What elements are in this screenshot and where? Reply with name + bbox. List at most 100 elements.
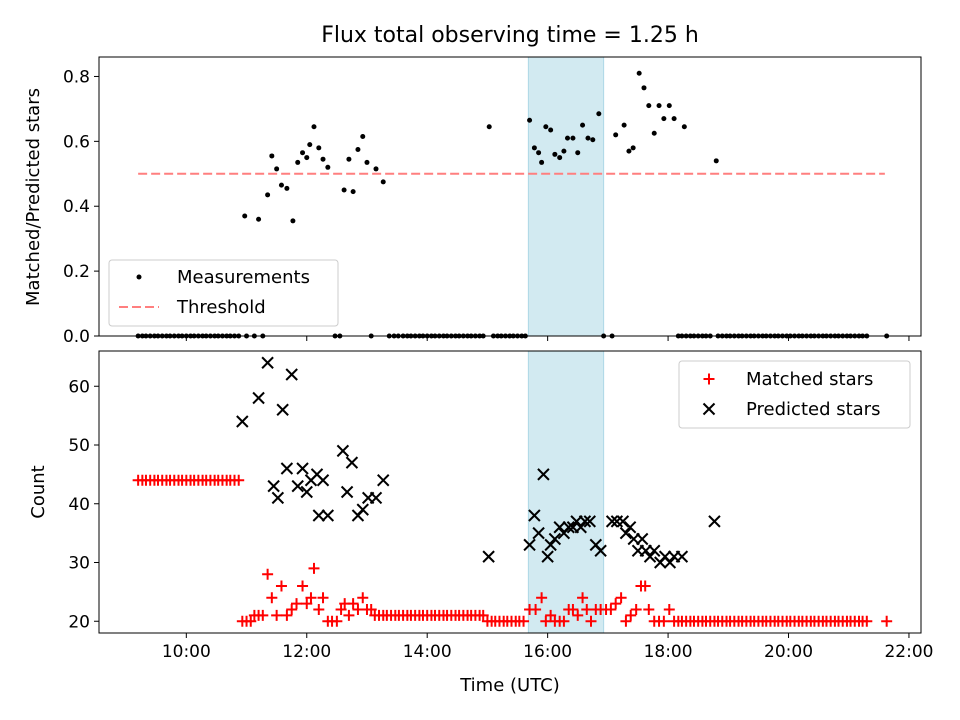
matched-star-point [357,592,369,604]
y-tick-label: 40 [68,495,90,515]
predicted-star-point [574,521,587,534]
legend-predicted-label: Predicted stars [746,399,880,420]
y-tick-label: 0.8 [63,67,90,87]
matched-star-point [271,609,283,621]
predicted-star-point [300,485,313,499]
measurement-point [636,70,642,76]
predicted-star-point [340,485,354,499]
bottom-points [132,356,893,627]
chart-title: Flux total observing time = 1.25 h [321,23,699,48]
matched-star-point [620,615,632,627]
measurement-point [561,148,567,154]
predicted-star-point [643,550,657,563]
predicted-star-point [356,503,369,516]
matched-star-point [610,598,622,610]
x-tick-label: 14:00 [403,642,452,662]
measurement-point [373,166,379,172]
legend-measurements-marker [136,274,142,280]
measurement-point [646,103,652,109]
measurement-point [284,185,290,191]
measurement-point [543,124,549,130]
measurement-point [580,122,586,128]
top-points [135,70,890,339]
x-tick-label: 22:00 [884,642,933,662]
measurement-point [316,145,322,151]
matched-star-point [281,609,293,621]
matched-star-point [577,592,589,604]
measurement-point [671,116,677,122]
measurement-point [557,155,563,161]
measurement-point [325,164,331,170]
predicted-star-point [345,456,359,469]
matched-star-point [262,568,274,580]
matched-star-point [308,562,320,574]
matched-star-point [257,609,269,621]
predicted-star-point [336,444,350,458]
legend-matched-marker [703,373,715,385]
predicted-star-point [369,491,383,505]
bottom-axes-frame [98,350,922,634]
matched-star-point [313,604,325,615]
predicted-star-point [271,491,285,505]
measurement-point [641,85,647,91]
predicted-star-point [635,532,649,546]
measurement-point [307,142,313,148]
measurement-point [346,156,352,162]
measurement-point [585,135,591,141]
matched-star-point [658,615,670,627]
predicted-star-point [252,391,265,405]
matched-star-point [625,609,637,621]
x-tick-label: 20:00 [764,642,813,662]
legend-matched-label: Matched stars [746,369,873,390]
matched-star-point [266,592,278,604]
measurement-point [304,155,310,161]
predicted-star-point [377,474,390,487]
x-tick-label: 18:00 [644,642,693,662]
measurement-point [380,179,386,185]
predicted-star-point [523,538,536,552]
matched-star-point [347,598,359,610]
matched-star-point [530,604,542,615]
predicted-star-point [708,515,721,528]
predicted-star-point [623,521,637,534]
measurement-point [651,130,657,136]
matched-star-point [643,604,655,615]
measurement-point [527,117,533,123]
measurement-point [621,122,627,128]
matched-star-point [331,615,343,627]
bottom-panel: 20 30 40 50 60 10:00 12:00 14:00 16:00 18:00 20:0… [28,350,933,696]
predicted-star-point [528,509,541,522]
legend-measurements-label: Measurements [177,267,310,288]
matched-star-point [572,609,584,621]
bottom-shaded-span [527,350,605,634]
predicted-star-point [619,526,633,540]
top-shaded-span [527,56,605,337]
predicted-star-point [236,415,249,428]
y-tick-label: 20 [68,612,90,632]
y-tick-label: 50 [68,436,90,456]
predicted-star-point [648,544,661,557]
top-legend-box [108,259,339,327]
y-tick-label: 0.0 [63,327,90,347]
measurement-point [613,132,619,138]
predicted-star-point [537,468,550,481]
predicted-star-point [553,521,566,534]
measurement-point [570,135,576,141]
matched-star-point [639,580,651,592]
predicted-star-point [594,544,607,557]
measurement-point [539,159,545,165]
predicted-star-point [675,550,689,563]
top-y-ticks: 0.0 0.2 0.4 0.6 0.8 [63,67,99,347]
legend-predicted-marker [702,402,716,416]
bottom-legend-box [678,360,911,429]
matched-star-point [335,604,347,615]
top-y-axis-label: Matched/Predicted stars [23,88,44,306]
matched-star-point [477,609,489,621]
measurement-point [486,124,492,130]
bottom-y-ticks: 20 30 40 50 60 [68,377,99,632]
measurement-point [565,135,571,141]
measurement-point [320,156,326,162]
matched-star-point [630,604,642,615]
predicted-star-point [548,532,562,546]
measurement-point [295,159,301,165]
